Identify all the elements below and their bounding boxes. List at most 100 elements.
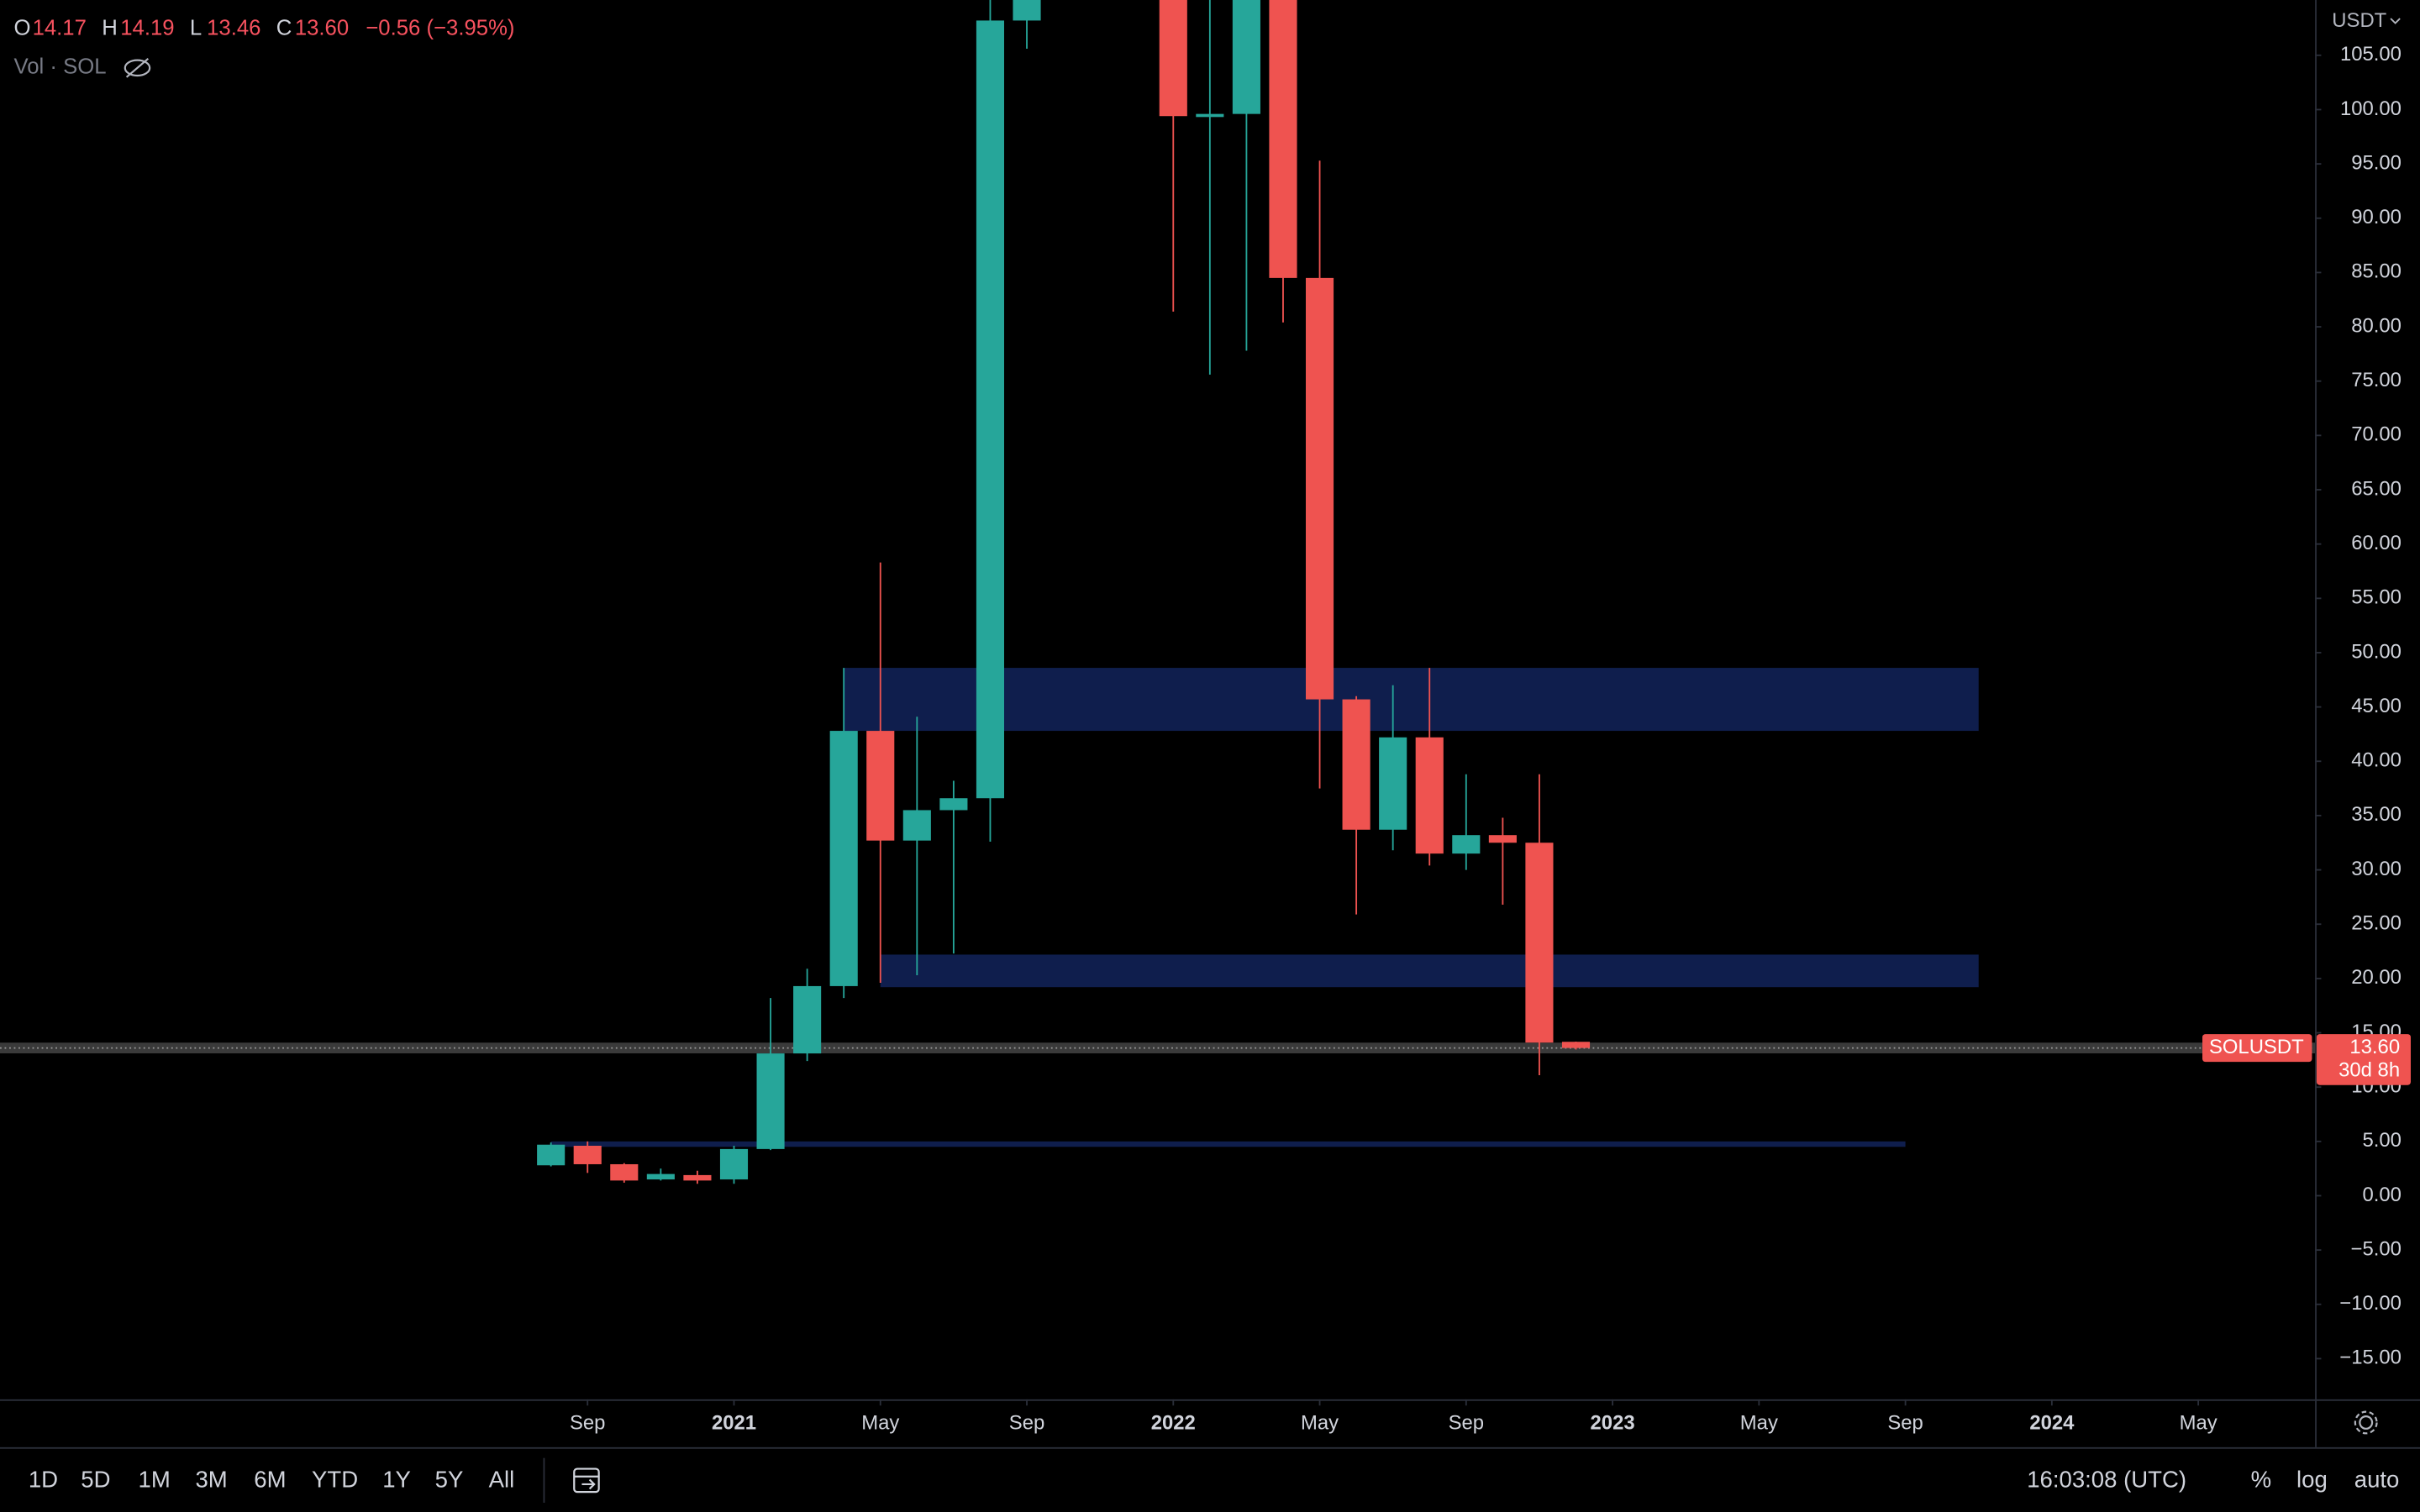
y-tick-label: 45.00 <box>2351 695 2402 717</box>
zone <box>844 668 1979 732</box>
candle-body <box>573 1145 602 1164</box>
x-tick-label: Sep <box>1009 1412 1044 1435</box>
auto-toggle[interactable]: auto <box>2354 1467 2400 1493</box>
close-label: C <box>276 17 292 40</box>
candle-body <box>537 1144 566 1166</box>
candle-body <box>1415 737 1444 854</box>
range-button[interactable]: 1D <box>29 1467 58 1493</box>
range-button[interactable]: YTD <box>312 1467 358 1493</box>
high-value: 14.19 <box>120 17 174 40</box>
y-tick-label: 50.00 <box>2351 640 2402 663</box>
range-button[interactable]: 1Y <box>382 1467 411 1493</box>
y-tick-label: 0.00 <box>2363 1184 2402 1206</box>
x-tick-label: Sep <box>570 1412 605 1435</box>
candle-body <box>1305 277 1334 700</box>
y-tick-label: 55.00 <box>2351 586 2402 609</box>
x-tick-label: May <box>861 1412 899 1435</box>
x-tick-label: Sep <box>1887 1412 1923 1435</box>
price-label: 13.60 <box>2349 1036 2400 1058</box>
open-label: O <box>14 17 31 40</box>
plot-area <box>0 0 2316 1184</box>
x-tick-label: 2023 <box>1591 1412 1635 1435</box>
y-tick-label: 30.00 <box>2351 858 2402 880</box>
candle-body <box>1342 699 1370 830</box>
x-tick-label: Sep <box>1449 1412 1484 1435</box>
candle-body <box>866 731 895 841</box>
range-button[interactable]: 6M <box>254 1467 286 1493</box>
y-tick-label: 75.00 <box>2351 369 2402 391</box>
y-tick-label: 25.00 <box>2351 912 2402 935</box>
candle-body <box>719 1148 749 1180</box>
zone <box>880 954 1979 988</box>
open-value: 14.17 <box>33 17 87 40</box>
zone <box>550 1141 1906 1147</box>
candle-body <box>756 1053 785 1149</box>
calendar-icon[interactable] <box>573 1467 600 1494</box>
y-tick-label: 95.00 <box>2351 151 2402 174</box>
y-tick-label: 20.00 <box>2351 966 2402 989</box>
y-tick-label: 85.00 <box>2351 260 2402 283</box>
y-tick-label: 5.00 <box>2363 1129 2402 1152</box>
x-tick-label: May <box>2180 1412 2217 1435</box>
toolbar: 1D 5D 1M 3M 6M YTD 1Y 5Y All 16:03:08 (UTC)% log au… <box>29 1467 2400 1493</box>
range-button[interactable]: 5Y <box>435 1467 464 1493</box>
candle-body <box>683 1174 712 1181</box>
range-button[interactable]: 3M <box>195 1467 227 1493</box>
candle-body <box>939 798 968 811</box>
candle-body <box>793 985 822 1054</box>
candle-body <box>902 810 931 841</box>
low-value: 13.46 <box>207 17 260 40</box>
y-tick-label: 60.00 <box>2351 532 2402 554</box>
candle-body <box>829 731 858 986</box>
symbol-label: SOLUSDT <box>2209 1036 2304 1058</box>
y-tick-label: 40.00 <box>2351 749 2402 772</box>
candle-body <box>1013 0 1041 21</box>
settings-icon[interactable] <box>2354 1410 2378 1435</box>
symbol-badge <box>2202 1034 2312 1063</box>
volume-label: Vol · SOL <box>14 55 107 79</box>
candle-body <box>610 1163 639 1181</box>
y-tick-label: −5.00 <box>2351 1237 2402 1260</box>
candle-body <box>1525 843 1554 1043</box>
y-tick-label: −15.00 <box>2339 1347 2402 1369</box>
x-tick-label: 2022 <box>1151 1412 1196 1435</box>
candle-body <box>1159 0 1187 117</box>
y-tick-label: 80.00 <box>2351 314 2402 337</box>
countdown-label: 30d 8h <box>2338 1058 2400 1081</box>
y-tick-label: 35.00 <box>2351 803 2402 826</box>
candle-body <box>976 20 1005 799</box>
log-toggle[interactable]: log <box>2296 1467 2328 1493</box>
candle-body <box>1452 835 1481 854</box>
range-button[interactable]: All <box>489 1467 515 1493</box>
high-label: H <box>102 17 118 40</box>
low-label: L <box>190 17 202 40</box>
clock: 16:03:08 (UTC) <box>2027 1467 2186 1493</box>
x-tick-label: May <box>1301 1412 1339 1435</box>
range-button[interactable]: 5D <box>81 1467 110 1493</box>
candle-body <box>1232 0 1260 114</box>
change-value: −0.56 (−3.95%) <box>366 17 514 40</box>
x-tick-label: 2021 <box>712 1412 756 1435</box>
candle-body <box>1269 0 1297 278</box>
y-tick-label: −10.00 <box>2339 1292 2402 1315</box>
price-badge <box>2316 1034 2411 1085</box>
close-value: 13.60 <box>295 17 349 40</box>
y-tick-label: 90.00 <box>2351 206 2402 228</box>
y-tick-label: 65.00 <box>2351 477 2402 500</box>
visibility-icon[interactable] <box>124 57 151 78</box>
y-tick-label: 100.00 <box>2340 97 2402 120</box>
percent-toggle[interactable]: % <box>2251 1467 2272 1493</box>
candle-body <box>1379 737 1407 830</box>
range-button[interactable]: 1M <box>139 1467 171 1493</box>
y-tick-label: 105.00 <box>2340 43 2402 66</box>
y-tick-label: 70.00 <box>2351 423 2402 446</box>
candle-body <box>1196 113 1224 118</box>
currency-label[interactable]: USDT <box>2332 9 2386 32</box>
x-tick-label: May <box>1740 1412 1778 1435</box>
candle-body <box>1561 1042 1591 1048</box>
currency-caret[interactable] <box>2390 18 2401 24</box>
x-tick-label: 2024 <box>2029 1412 2075 1435</box>
candle-body <box>646 1173 675 1180</box>
